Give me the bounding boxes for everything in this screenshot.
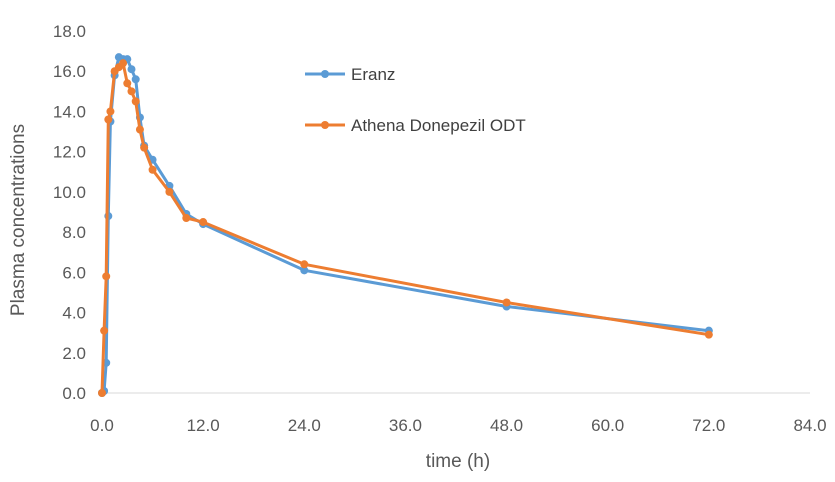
data-point	[131, 75, 140, 84]
x-tick-label: 48.0	[490, 416, 523, 435]
legend-label-eranz: Eranz	[351, 65, 395, 84]
series-eranz	[98, 53, 713, 397]
legend-item-eranz: Eranz	[305, 65, 395, 84]
data-point	[165, 187, 174, 196]
legend-item-athena-donepezil-odt: Athena Donepezil ODT	[305, 116, 526, 135]
data-point	[502, 298, 511, 307]
data-point	[119, 59, 128, 68]
y-tick-label: 4.0	[62, 304, 86, 323]
data-point	[127, 65, 136, 74]
data-point	[127, 87, 136, 96]
y-tick-label: 12.0	[53, 143, 86, 162]
y-axis-title: Plasma concentrations	[8, 124, 29, 316]
data-point	[199, 218, 208, 227]
data-point	[123, 79, 132, 88]
data-point	[300, 260, 309, 269]
series-line	[100, 61, 710, 394]
data-point	[704, 330, 713, 339]
x-tick-label: 72.0	[692, 416, 725, 435]
data-point	[135, 125, 144, 134]
x-tick-label: 36.0	[389, 416, 422, 435]
legend-marker-athena-donepezil-odt	[321, 121, 329, 129]
data-point	[100, 326, 109, 335]
x-tick-label: 84.0	[793, 416, 826, 435]
y-axis-ticks: 0.0 2.0 4.0 6.0 8.0 10.0 12.0 14.0 16.0 18.0	[53, 22, 86, 403]
series-line	[100, 55, 710, 395]
x-tick-label: 0.0	[90, 416, 114, 435]
legend-label-athena-donepezil-odt: Athena Donepezil ODT	[351, 116, 526, 135]
data-point	[300, 266, 309, 275]
y-tick-label: 10.0	[53, 183, 86, 202]
data-point	[131, 97, 140, 106]
x-tick-label: 60.0	[591, 416, 624, 435]
legend-marker-eranz	[321, 70, 329, 78]
y-tick-label: 0.0	[62, 384, 86, 403]
y-tick-label: 14.0	[53, 102, 86, 121]
data-point	[102, 272, 111, 281]
y-tick-label: 2.0	[62, 344, 86, 363]
legend: Eranz Athena Donepezil ODT	[305, 65, 526, 135]
x-tick-label: 12.0	[187, 416, 220, 435]
x-axis-title: time (h)	[426, 451, 490, 472]
series-layer	[98, 53, 713, 397]
data-point	[106, 107, 115, 116]
data-point	[98, 389, 106, 397]
data-point	[104, 115, 113, 124]
data-point	[148, 165, 157, 174]
y-tick-label: 18.0	[53, 22, 86, 41]
data-point	[140, 143, 149, 152]
x-axis-ticks: 0.0 12.0 24.0 36.0 48.0 60.0 72.0 84.0	[90, 416, 826, 435]
y-tick-label: 16.0	[53, 62, 86, 81]
y-tick-label: 8.0	[62, 223, 86, 242]
y-tick-label: 6.0	[62, 263, 86, 282]
x-tick-label: 24.0	[288, 416, 321, 435]
series-athena-donepezil-odt	[98, 59, 713, 397]
data-point	[182, 214, 191, 223]
